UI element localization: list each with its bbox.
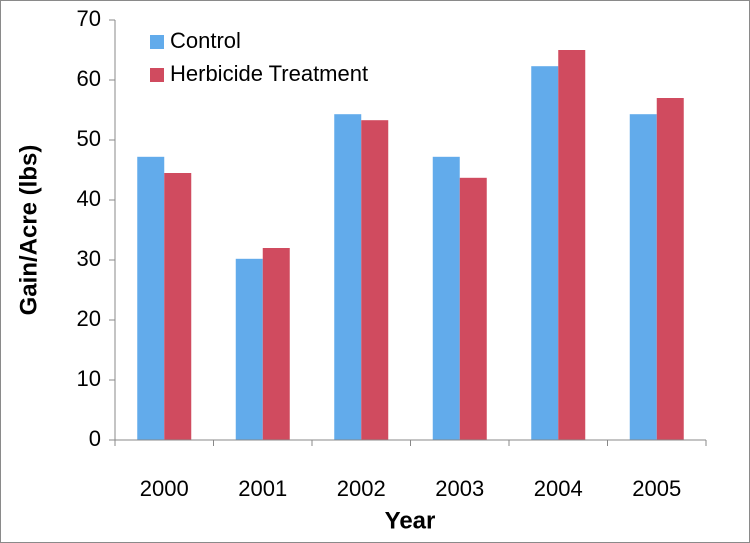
legend-swatch bbox=[150, 68, 164, 82]
x-axis-label: Year bbox=[385, 507, 436, 534]
bar bbox=[361, 120, 389, 440]
bar bbox=[235, 258, 263, 440]
bar bbox=[459, 177, 487, 441]
y-axis-label: Gain/Acre (lbs) bbox=[15, 145, 42, 316]
y-tick-label: 30 bbox=[77, 246, 101, 271]
legend-label: Herbicide Treatment bbox=[170, 61, 368, 86]
x-tick-label: 2002 bbox=[337, 476, 386, 501]
y-tick-label: 0 bbox=[89, 426, 101, 451]
legend-label: Control bbox=[170, 28, 241, 53]
bar bbox=[656, 98, 684, 440]
x-tick-label: 2004 bbox=[534, 476, 583, 501]
y-tick-label: 10 bbox=[77, 366, 101, 391]
y-tick-label: 70 bbox=[77, 6, 101, 31]
y-tick-label: 60 bbox=[77, 66, 101, 91]
legend-swatch bbox=[150, 35, 164, 49]
y-tick-label: 40 bbox=[77, 186, 101, 211]
bar bbox=[334, 114, 362, 440]
x-tick-label: 2003 bbox=[435, 476, 484, 501]
bar bbox=[432, 156, 460, 441]
bar bbox=[262, 248, 290, 440]
y-tick-label: 20 bbox=[77, 306, 101, 331]
x-tick-label: 2005 bbox=[632, 476, 681, 501]
x-tick-label: 2001 bbox=[238, 476, 287, 501]
bar bbox=[164, 173, 192, 440]
bar bbox=[629, 114, 657, 440]
bar bbox=[531, 66, 559, 440]
y-tick-label: 50 bbox=[77, 126, 101, 151]
bar bbox=[558, 50, 586, 440]
bar bbox=[137, 156, 165, 441]
x-tick-label: 2000 bbox=[140, 476, 189, 501]
